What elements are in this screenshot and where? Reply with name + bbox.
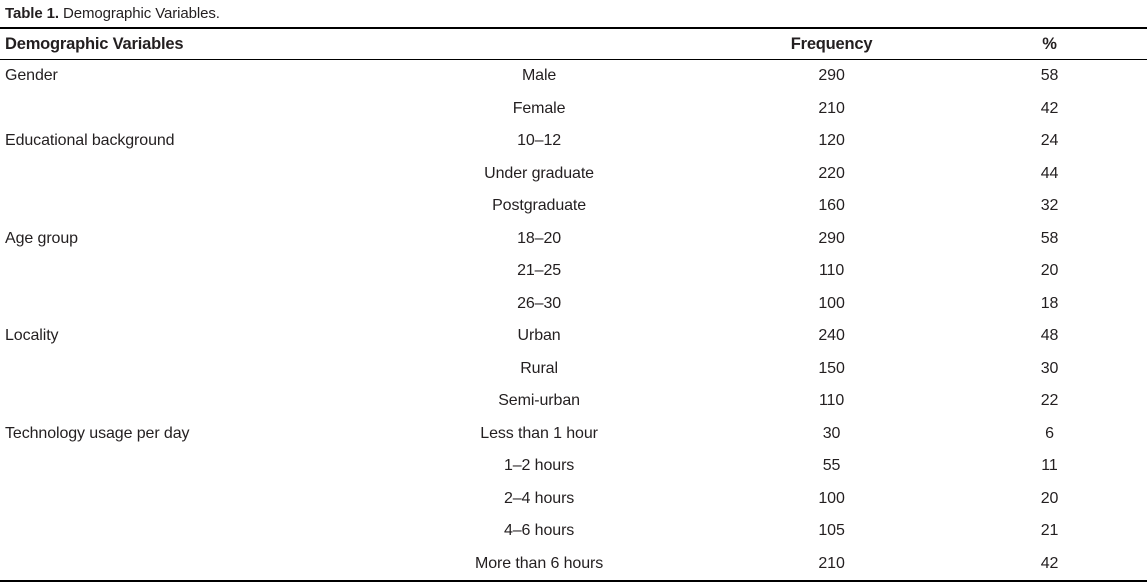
- table-caption-number: Table 1.: [5, 5, 59, 22]
- header-category-empty: [367, 27, 712, 60]
- table-row: 26–30 100 18: [0, 288, 1147, 321]
- cell-variable: [0, 255, 367, 288]
- cell-category: Less than 1 hour: [480, 424, 598, 442]
- cell-category: Urban: [517, 327, 561, 345]
- cell-variable: [0, 385, 367, 418]
- table-row: Semi-urban 110 22: [0, 385, 1147, 418]
- cell-percent: 24: [1040, 132, 1059, 150]
- header-frequency: Frequency: [711, 27, 952, 60]
- cell-percent: 6: [1045, 424, 1054, 442]
- cell-frequency: 120: [818, 132, 845, 150]
- table-row: 1–2 hours 55 11: [0, 450, 1147, 483]
- cell-variable: Educational background: [5, 132, 175, 150]
- cell-category: Semi-urban: [498, 392, 580, 410]
- cell-percent: 11: [1041, 457, 1058, 475]
- cell-category: Female: [512, 99, 566, 117]
- cell-percent: 58: [1040, 229, 1059, 247]
- cell-variable: Technology usage per day: [5, 424, 190, 442]
- cell-variable: [0, 93, 367, 126]
- cell-percent: 30: [1040, 359, 1059, 377]
- table-row: Female 210 42: [0, 93, 1147, 126]
- cell-variable: [0, 450, 367, 483]
- cell-percent: 48: [1040, 327, 1059, 345]
- table-row: 4–6 hours 105 21: [0, 515, 1147, 548]
- cell-variable: [0, 515, 367, 548]
- cell-variable: [0, 483, 367, 516]
- table-row: Locality Urban 240 48: [0, 320, 1147, 353]
- cell-percent: 44: [1040, 164, 1059, 182]
- cell-percent: 21: [1040, 522, 1059, 540]
- table-row: 2–4 hours 100 20: [0, 483, 1147, 516]
- cell-category: 10–12: [517, 132, 562, 150]
- table-row: Gender Male 290 58: [0, 60, 1147, 93]
- cell-percent: 42: [1040, 99, 1059, 117]
- table-caption-title: Demographic Variables.: [63, 5, 220, 22]
- cell-category: 1–2 hours: [503, 457, 575, 475]
- cell-percent: 58: [1040, 67, 1059, 85]
- cell-category: 2–4 hours: [503, 489, 575, 507]
- cell-frequency: 55: [822, 457, 841, 475]
- cell-frequency: 105: [818, 522, 845, 540]
- cell-category: 26–30: [517, 294, 562, 312]
- cell-variable: [0, 353, 367, 386]
- cell-frequency: 290: [818, 67, 845, 85]
- cell-frequency: 290: [818, 229, 845, 247]
- table-row: Age group 18–20 290 58: [0, 223, 1147, 256]
- cell-variable: [0, 190, 367, 223]
- cell-frequency: 160: [818, 197, 845, 215]
- cell-percent: 20: [1040, 489, 1059, 507]
- cell-frequency: 220: [818, 164, 845, 182]
- cell-category: Under graduate: [484, 164, 594, 182]
- table-caption: Table 1. Demographic Variables.: [0, 0, 1147, 27]
- cell-category: 4–6 hours: [503, 522, 575, 540]
- table-row: Educational background 10–12 120 24: [0, 125, 1147, 158]
- cell-percent: 18: [1040, 294, 1059, 312]
- cell-category: Postgraduate: [492, 197, 587, 215]
- cell-category: 21–25: [517, 262, 562, 280]
- cell-percent: 42: [951, 547, 1147, 582]
- table-row: Under graduate 220 44: [0, 158, 1147, 191]
- cell-frequency: 30: [822, 424, 841, 442]
- cell-frequency: 150: [818, 359, 845, 377]
- cell-variable: Locality: [5, 327, 59, 345]
- table-row: 21–25 110 20: [0, 255, 1147, 288]
- cell-variable: Gender: [5, 67, 58, 85]
- table-header: Demographic Variables Frequency %: [0, 27, 1147, 60]
- cell-frequency: 210: [711, 547, 952, 582]
- cell-frequency: 240: [818, 327, 845, 345]
- table-body: Gender Male 290 58 Female 210 42 Educati…: [0, 60, 1147, 582]
- cell-percent: 20: [1040, 262, 1059, 280]
- cell-category: 18–20: [517, 229, 562, 247]
- header-demographic-variables: Demographic Variables: [0, 27, 368, 60]
- cell-variable: [0, 288, 367, 321]
- cell-frequency: 210: [818, 99, 845, 117]
- table-row: Postgraduate 160 32: [0, 190, 1147, 223]
- cell-category: Male: [521, 67, 557, 85]
- table-row: More than 6 hours 210 42: [0, 547, 1147, 582]
- cell-variable: Age group: [5, 229, 78, 247]
- table-header-row: Demographic Variables Frequency %: [0, 27, 1147, 60]
- cell-frequency: 100: [818, 489, 845, 507]
- cell-frequency: 110: [818, 392, 845, 410]
- cell-variable: [0, 547, 368, 582]
- cell-percent: 32: [1040, 197, 1059, 215]
- cell-variable: [0, 158, 367, 191]
- cell-percent: 22: [1040, 392, 1059, 410]
- demographic-variables-table: Demographic Variables Frequency % Gender…: [0, 27, 1147, 582]
- cell-category: Rural: [520, 359, 558, 377]
- table-row: Rural 150 30: [0, 353, 1147, 386]
- cell-frequency: 110: [818, 262, 845, 280]
- header-percent: %: [951, 27, 1147, 60]
- cell-category: More than 6 hours: [367, 547, 712, 582]
- table-row: Technology usage per day Less than 1 hou…: [0, 418, 1147, 451]
- cell-frequency: 100: [818, 294, 845, 312]
